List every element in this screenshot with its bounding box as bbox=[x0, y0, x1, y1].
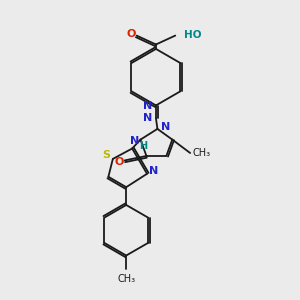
Text: O: O bbox=[114, 157, 124, 167]
Text: O: O bbox=[127, 29, 136, 39]
Text: N: N bbox=[143, 101, 152, 111]
Text: CH₃: CH₃ bbox=[193, 148, 211, 158]
Text: N: N bbox=[161, 122, 170, 131]
Text: N: N bbox=[149, 167, 158, 176]
Text: CH₃: CH₃ bbox=[117, 274, 135, 284]
Text: S: S bbox=[102, 150, 110, 160]
Text: H: H bbox=[140, 140, 148, 151]
Text: N: N bbox=[130, 136, 139, 146]
Text: N: N bbox=[143, 113, 152, 123]
Text: HO: HO bbox=[184, 30, 201, 40]
